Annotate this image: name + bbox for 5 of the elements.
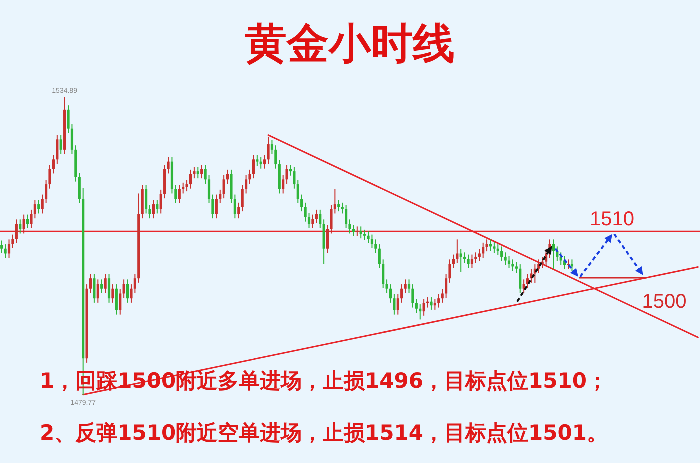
candlestick (356, 226, 359, 236)
text: 2、反弹1510附近空单进场，止损1514，目标点位1501。 (40, 421, 608, 445)
ref-line-label: 1510 (590, 208, 634, 231)
chart-title: 黄金小时线 (245, 19, 455, 68)
series-label: 1500 (642, 291, 687, 314)
